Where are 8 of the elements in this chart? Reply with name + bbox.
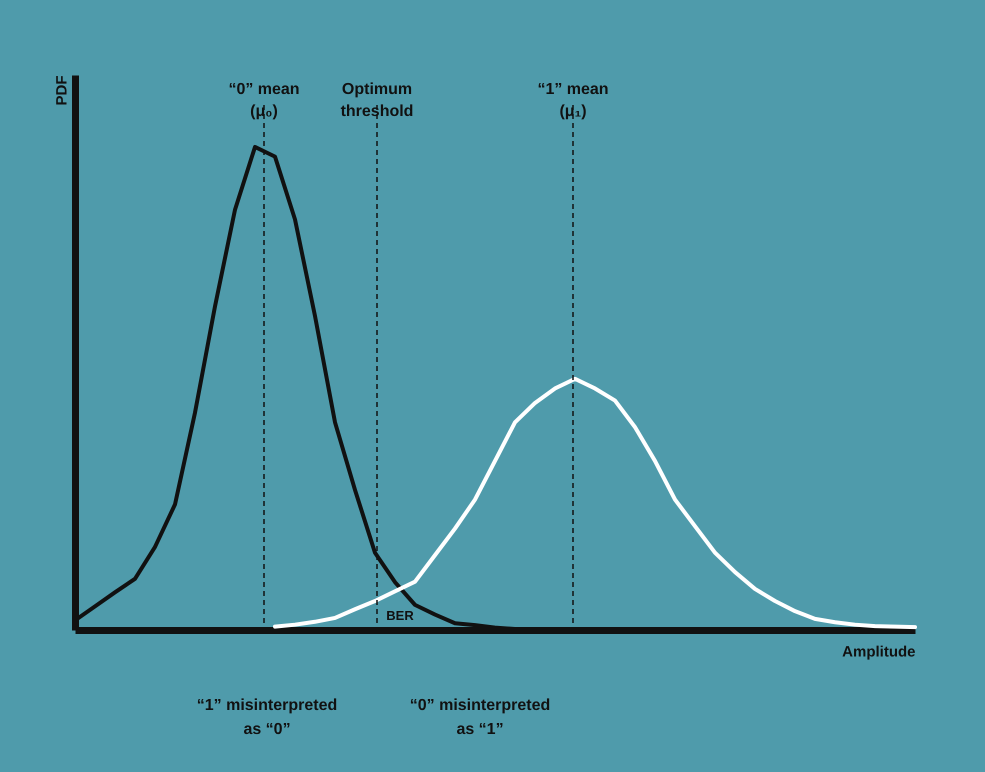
text: “1” mean (μ₁) [537, 81, 609, 120]
x-axis-title: Amplitude [842, 644, 916, 660]
y-axis-title: PDF [54, 76, 70, 106]
text: “1” misinterpreted as “0” [196, 697, 338, 738]
text: “0” misinterpreted as “1” [410, 697, 550, 738]
text: “0” mean (μ₀) [228, 81, 300, 120]
annotation: BER [386, 608, 414, 623]
text: Optimum threshold [340, 81, 414, 120]
